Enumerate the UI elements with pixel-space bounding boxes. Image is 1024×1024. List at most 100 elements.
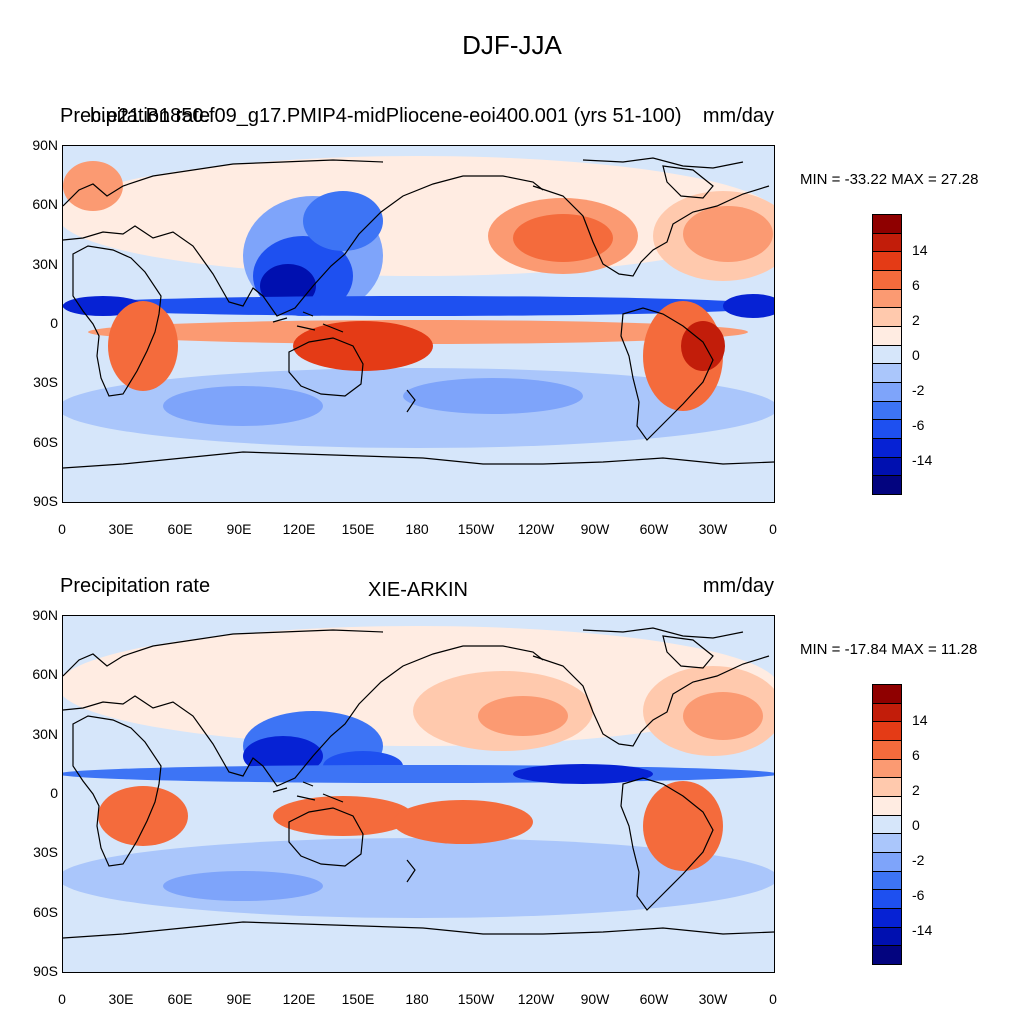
field-layer [63, 156, 774, 448]
lat-tick: 90S [33, 493, 58, 509]
coast-north-europe [63, 159, 384, 207]
colorbar-swatch [872, 288, 902, 309]
colorbar-label: -6 [912, 417, 925, 433]
coast-canada [582, 627, 744, 639]
colorbar-swatch [872, 758, 902, 779]
lat-tick: 30S [33, 844, 58, 860]
lat-tick: 30S [33, 374, 58, 390]
coast-new-zealand [406, 859, 416, 883]
coast-new-zealand [406, 389, 416, 413]
lat-tick: 90N [32, 607, 58, 623]
coast-eurasia [63, 175, 544, 317]
panel-left-title: Precipitation rate [60, 575, 211, 597]
lat-tick: 0 [50, 785, 58, 801]
colorbar-swatch [872, 833, 902, 853]
colorbar-swatch [872, 777, 902, 797]
precip-difference-field [63, 156, 774, 469]
lat-tick: 30N [32, 256, 58, 272]
lat-tick: 30N [32, 726, 58, 742]
contour-region [63, 765, 774, 783]
colorbar-label: 14 [912, 712, 928, 728]
contour-region [163, 871, 323, 901]
coast-africa [72, 245, 162, 397]
contour-region [403, 378, 583, 414]
contour-region [303, 191, 383, 251]
coast-greenland [662, 635, 714, 669]
colorbar-swatch [872, 307, 902, 327]
min-max-stats: MIN = -17.84 MAX = 11.28 [800, 641, 978, 658]
contour-region [643, 781, 723, 871]
colorbar-swatch [872, 945, 902, 965]
lon-tick: 150W [457, 521, 495, 537]
coastlines [63, 157, 774, 469]
panel-observation: Precipitation rate XIE-ARKIN mm/day MIN … [0, 470, 1024, 1007]
colorbar-swatch [872, 400, 902, 421]
lon-tick: 180 [405, 991, 429, 1007]
colorbar-label: 0 [912, 817, 920, 833]
coast-australia [288, 807, 364, 867]
contour-region [513, 764, 653, 784]
contour-region [723, 294, 774, 318]
coast-south-america [620, 777, 714, 911]
contour-region [108, 301, 178, 391]
colorbar-swatch [872, 926, 902, 947]
lon-tick: 60E [167, 521, 193, 537]
coast-north-america [532, 185, 770, 277]
contour-region [293, 321, 433, 371]
colorbar-swatch [872, 870, 902, 891]
lon-tick: 90E [226, 521, 252, 537]
lon-tick: 60W [639, 991, 669, 1007]
contour-region [98, 786, 188, 846]
colorbar-label: 0 [912, 347, 920, 363]
colorbar-label: -2 [912, 852, 925, 868]
lon-tick: 150E [341, 521, 375, 537]
coast-eurasia [63, 645, 544, 787]
lat-tick: 0 [50, 315, 58, 331]
lon-tick: 90W [580, 521, 610, 537]
coast-africa [72, 715, 162, 867]
colorbar-swatch [872, 684, 902, 704]
colorbar-label: 6 [912, 747, 920, 763]
min-max-stats: MIN = -33.22 MAX = 27.28 [800, 171, 979, 188]
lon-tick: 90E [226, 991, 252, 1007]
coast-greenland [662, 165, 714, 199]
lon-tick: 30E [108, 991, 134, 1007]
contour-map [62, 145, 775, 503]
contour-region [683, 206, 773, 262]
lat-tick: 60N [32, 666, 58, 682]
coast-maritime [272, 311, 344, 333]
contour-map [62, 615, 775, 973]
colorbar-label: 14 [912, 242, 928, 258]
coast-north-america [532, 655, 770, 747]
precip-difference-field [63, 626, 774, 939]
coast-north-europe [63, 629, 384, 677]
colorbar-swatch [872, 419, 902, 439]
coast-australia [288, 337, 364, 397]
colorbar-swatch [872, 908, 902, 928]
panel-units: mm/day [702, 575, 774, 597]
panel-left-title: Precipitation rate [60, 105, 211, 127]
colorbar [872, 684, 902, 965]
lon-tick: 150W [457, 991, 495, 1007]
colorbar-swatch [872, 702, 902, 723]
panel-model: Precipitation rate b.e21.B1850.f09_g17.P… [0, 0, 1024, 537]
colorbar-swatch [872, 721, 902, 741]
colorbar-label: -2 [912, 382, 925, 398]
lon-tick: 120E [282, 991, 316, 1007]
coast-south-america [620, 307, 714, 441]
lat-tick: 60S [33, 434, 58, 450]
contour-region [513, 214, 613, 262]
field-layer [63, 626, 774, 918]
lon-tick: 150E [341, 991, 375, 1007]
figure-title: DJF-JJA [462, 30, 562, 60]
contour-region [273, 796, 413, 836]
coast-canada [582, 157, 744, 169]
colorbar-swatch [872, 344, 902, 365]
contour-region [63, 626, 774, 746]
lat-tick: 60S [33, 904, 58, 920]
colorbar-label: -14 [912, 452, 933, 468]
colorbar-swatch [872, 214, 902, 234]
colorbar-swatch [872, 814, 902, 835]
panel-center-title: XIE-ARKIN [367, 579, 469, 601]
contour-region [63, 296, 774, 316]
